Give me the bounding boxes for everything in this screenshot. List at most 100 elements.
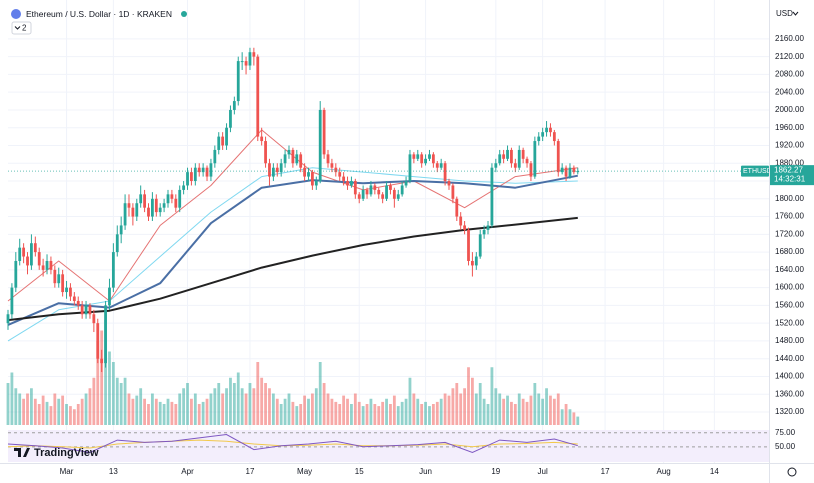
indicator-toggle[interactable] xyxy=(11,21,32,35)
candle-body xyxy=(92,314,96,324)
candle-body xyxy=(377,189,381,195)
candle-body xyxy=(424,158,427,164)
candle-body xyxy=(170,194,174,199)
volume-bar xyxy=(361,406,365,425)
x-tick-label: 17 xyxy=(601,467,610,476)
volume-bar xyxy=(424,401,427,425)
candle-body xyxy=(72,296,76,301)
rsi-tick-label: 75.00 xyxy=(775,428,796,437)
volume-bar xyxy=(80,398,84,425)
volume-bar xyxy=(568,409,572,425)
settings-icon[interactable] xyxy=(787,467,797,477)
volume-bar xyxy=(502,398,506,425)
candle-body xyxy=(115,234,119,253)
candle-body xyxy=(498,154,502,164)
volume-bar xyxy=(209,393,213,425)
volume-bar xyxy=(471,377,474,425)
candle-body xyxy=(268,163,271,177)
volume-bar xyxy=(108,351,111,425)
candle-body xyxy=(162,203,166,208)
y-tick-label: 1400.00 xyxy=(775,372,804,381)
indicator-count: 2 xyxy=(22,24,27,33)
volume-bar xyxy=(435,401,439,425)
candle-body xyxy=(6,314,10,324)
volume-bar xyxy=(467,367,470,425)
y-tick-label: 1520.00 xyxy=(775,318,804,327)
logo-icon xyxy=(14,448,30,457)
candle-body xyxy=(232,101,236,110)
candle-body xyxy=(264,141,267,164)
y-tick-label: 1800.00 xyxy=(775,194,804,203)
logo-text: TradingView xyxy=(34,447,99,459)
volume-bar xyxy=(549,395,552,425)
volume-bar xyxy=(486,404,490,425)
candle-body xyxy=(248,52,252,66)
candle-body xyxy=(400,185,404,195)
candle-body xyxy=(143,194,146,208)
symbol-tag xyxy=(741,165,769,177)
candle-body xyxy=(474,256,478,266)
rsi-tick-label: 50.00 xyxy=(775,442,796,451)
candle-body xyxy=(84,305,88,315)
volume-bar xyxy=(303,395,306,425)
candle-body xyxy=(14,260,18,288)
candle-body xyxy=(529,163,533,177)
candle-body xyxy=(37,252,41,266)
volume-bar xyxy=(420,404,424,425)
candle-body xyxy=(139,194,143,204)
candle-body xyxy=(525,158,529,164)
x-tick-label: 15 xyxy=(355,467,364,476)
volume-bar xyxy=(221,393,225,425)
candle-body xyxy=(369,185,373,195)
volume-bar xyxy=(65,404,68,425)
volume-bar xyxy=(14,388,18,425)
candle-body xyxy=(568,167,572,177)
x-tick-label: Jun xyxy=(419,467,432,476)
candle-body xyxy=(435,163,439,168)
volume-bar xyxy=(178,393,182,425)
volume-bar xyxy=(22,398,26,425)
volume-bar xyxy=(186,383,189,425)
volume-bar xyxy=(135,395,139,425)
volume-bar xyxy=(412,393,416,425)
volume-bar xyxy=(400,401,404,425)
moving-average xyxy=(7,129,578,302)
volume-bar xyxy=(318,362,322,425)
candle-body xyxy=(201,167,205,173)
candle-body xyxy=(521,149,525,159)
volume-bar xyxy=(525,401,529,425)
rsi-layer xyxy=(7,432,769,454)
volume-bar xyxy=(57,398,61,425)
candle-body xyxy=(108,287,111,306)
toggle-caret xyxy=(14,26,21,30)
volume-bar xyxy=(244,393,248,425)
volume-bar xyxy=(217,383,221,425)
volume-bar xyxy=(197,404,201,425)
candle-body xyxy=(350,181,353,186)
x-tick-label: 17 xyxy=(246,467,255,476)
volume-bar xyxy=(76,404,80,425)
x-tick-label: Mar xyxy=(60,467,74,476)
x-tick-label: Aug xyxy=(657,467,671,476)
candle-body xyxy=(510,149,513,164)
candle-body xyxy=(463,225,466,230)
candle-body xyxy=(482,229,486,235)
volume-bar xyxy=(150,393,154,425)
volume-bar xyxy=(385,398,388,425)
candle-body xyxy=(342,176,346,182)
volume-bar xyxy=(174,404,178,425)
volume-bar xyxy=(139,388,143,425)
volume-bar xyxy=(478,383,482,425)
volume-bar xyxy=(408,377,412,425)
candle-body xyxy=(260,136,264,142)
candle-body xyxy=(389,185,392,190)
candle-body xyxy=(80,305,84,315)
volume-bar xyxy=(365,404,369,425)
candle-body xyxy=(147,207,150,217)
volume-bar xyxy=(295,406,299,425)
market-status[interactable] xyxy=(181,11,187,17)
candle-body xyxy=(271,167,275,177)
volume-bar xyxy=(88,388,92,425)
volume-bar xyxy=(572,412,576,425)
currency-label[interactable]: USD xyxy=(776,9,793,18)
